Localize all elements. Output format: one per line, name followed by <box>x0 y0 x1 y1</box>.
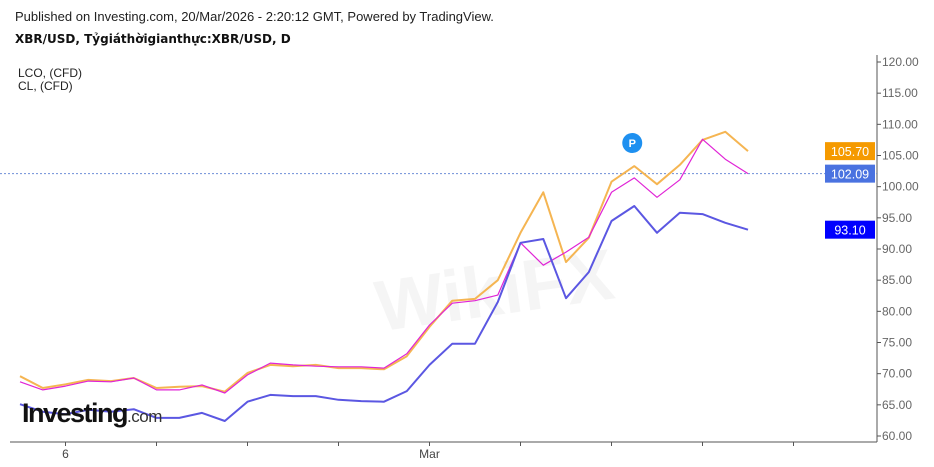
y-tick-label: 70.00 <box>882 367 912 381</box>
price-label-bg <box>825 220 875 239</box>
symbol-title: XBR/USD, Tỷgiáthờigianthực:XBR/USD, D <box>15 32 291 46</box>
y-tick-label: 65.00 <box>882 398 912 412</box>
price-label-bg <box>825 142 875 161</box>
p-marker-label: P <box>629 138 636 150</box>
y-tick-label: 120.00 <box>882 55 919 69</box>
y-tick-label: 105.00 <box>882 149 919 163</box>
series-line-2 <box>19 205 749 422</box>
y-tick-label: 95.00 <box>882 211 912 225</box>
price-label: 93.10 <box>834 224 865 238</box>
logo-main: Investing <box>22 398 129 428</box>
y-tick-label: 100.00 <box>882 180 919 194</box>
x-tick-label: 6 <box>62 447 69 461</box>
series-line-1 <box>19 138 749 394</box>
series-line-0 <box>19 130 749 393</box>
price-label-bg <box>825 164 875 183</box>
x-tick-label: Mar <box>419 447 440 461</box>
logo-suffix: .com <box>127 407 162 426</box>
price-label: 102.09 <box>831 168 869 182</box>
y-tick-label: 85.00 <box>882 273 912 287</box>
legend-item-lco: LCO, (CFD) <box>18 66 82 80</box>
y-tick-label: 115.00 <box>882 86 918 100</box>
investing-logo: Investing.com <box>22 398 162 429</box>
y-tick-label: 75.00 <box>882 336 912 350</box>
y-tick-label: 90.00 <box>882 242 912 256</box>
legend: LCO, (CFD) CL, (CFD) <box>18 67 82 93</box>
y-tick-label: 60.00 <box>882 429 912 443</box>
price-label: 105.70 <box>831 145 869 159</box>
legend-item-cl: CL, (CFD) <box>18 79 73 93</box>
p-marker-icon <box>622 133 643 153</box>
published-note: Published on Investing.com, 20/Mar/2026 … <box>15 9 494 24</box>
y-tick-label: 110.00 <box>882 117 918 131</box>
y-tick-label: 80.00 <box>882 304 912 318</box>
